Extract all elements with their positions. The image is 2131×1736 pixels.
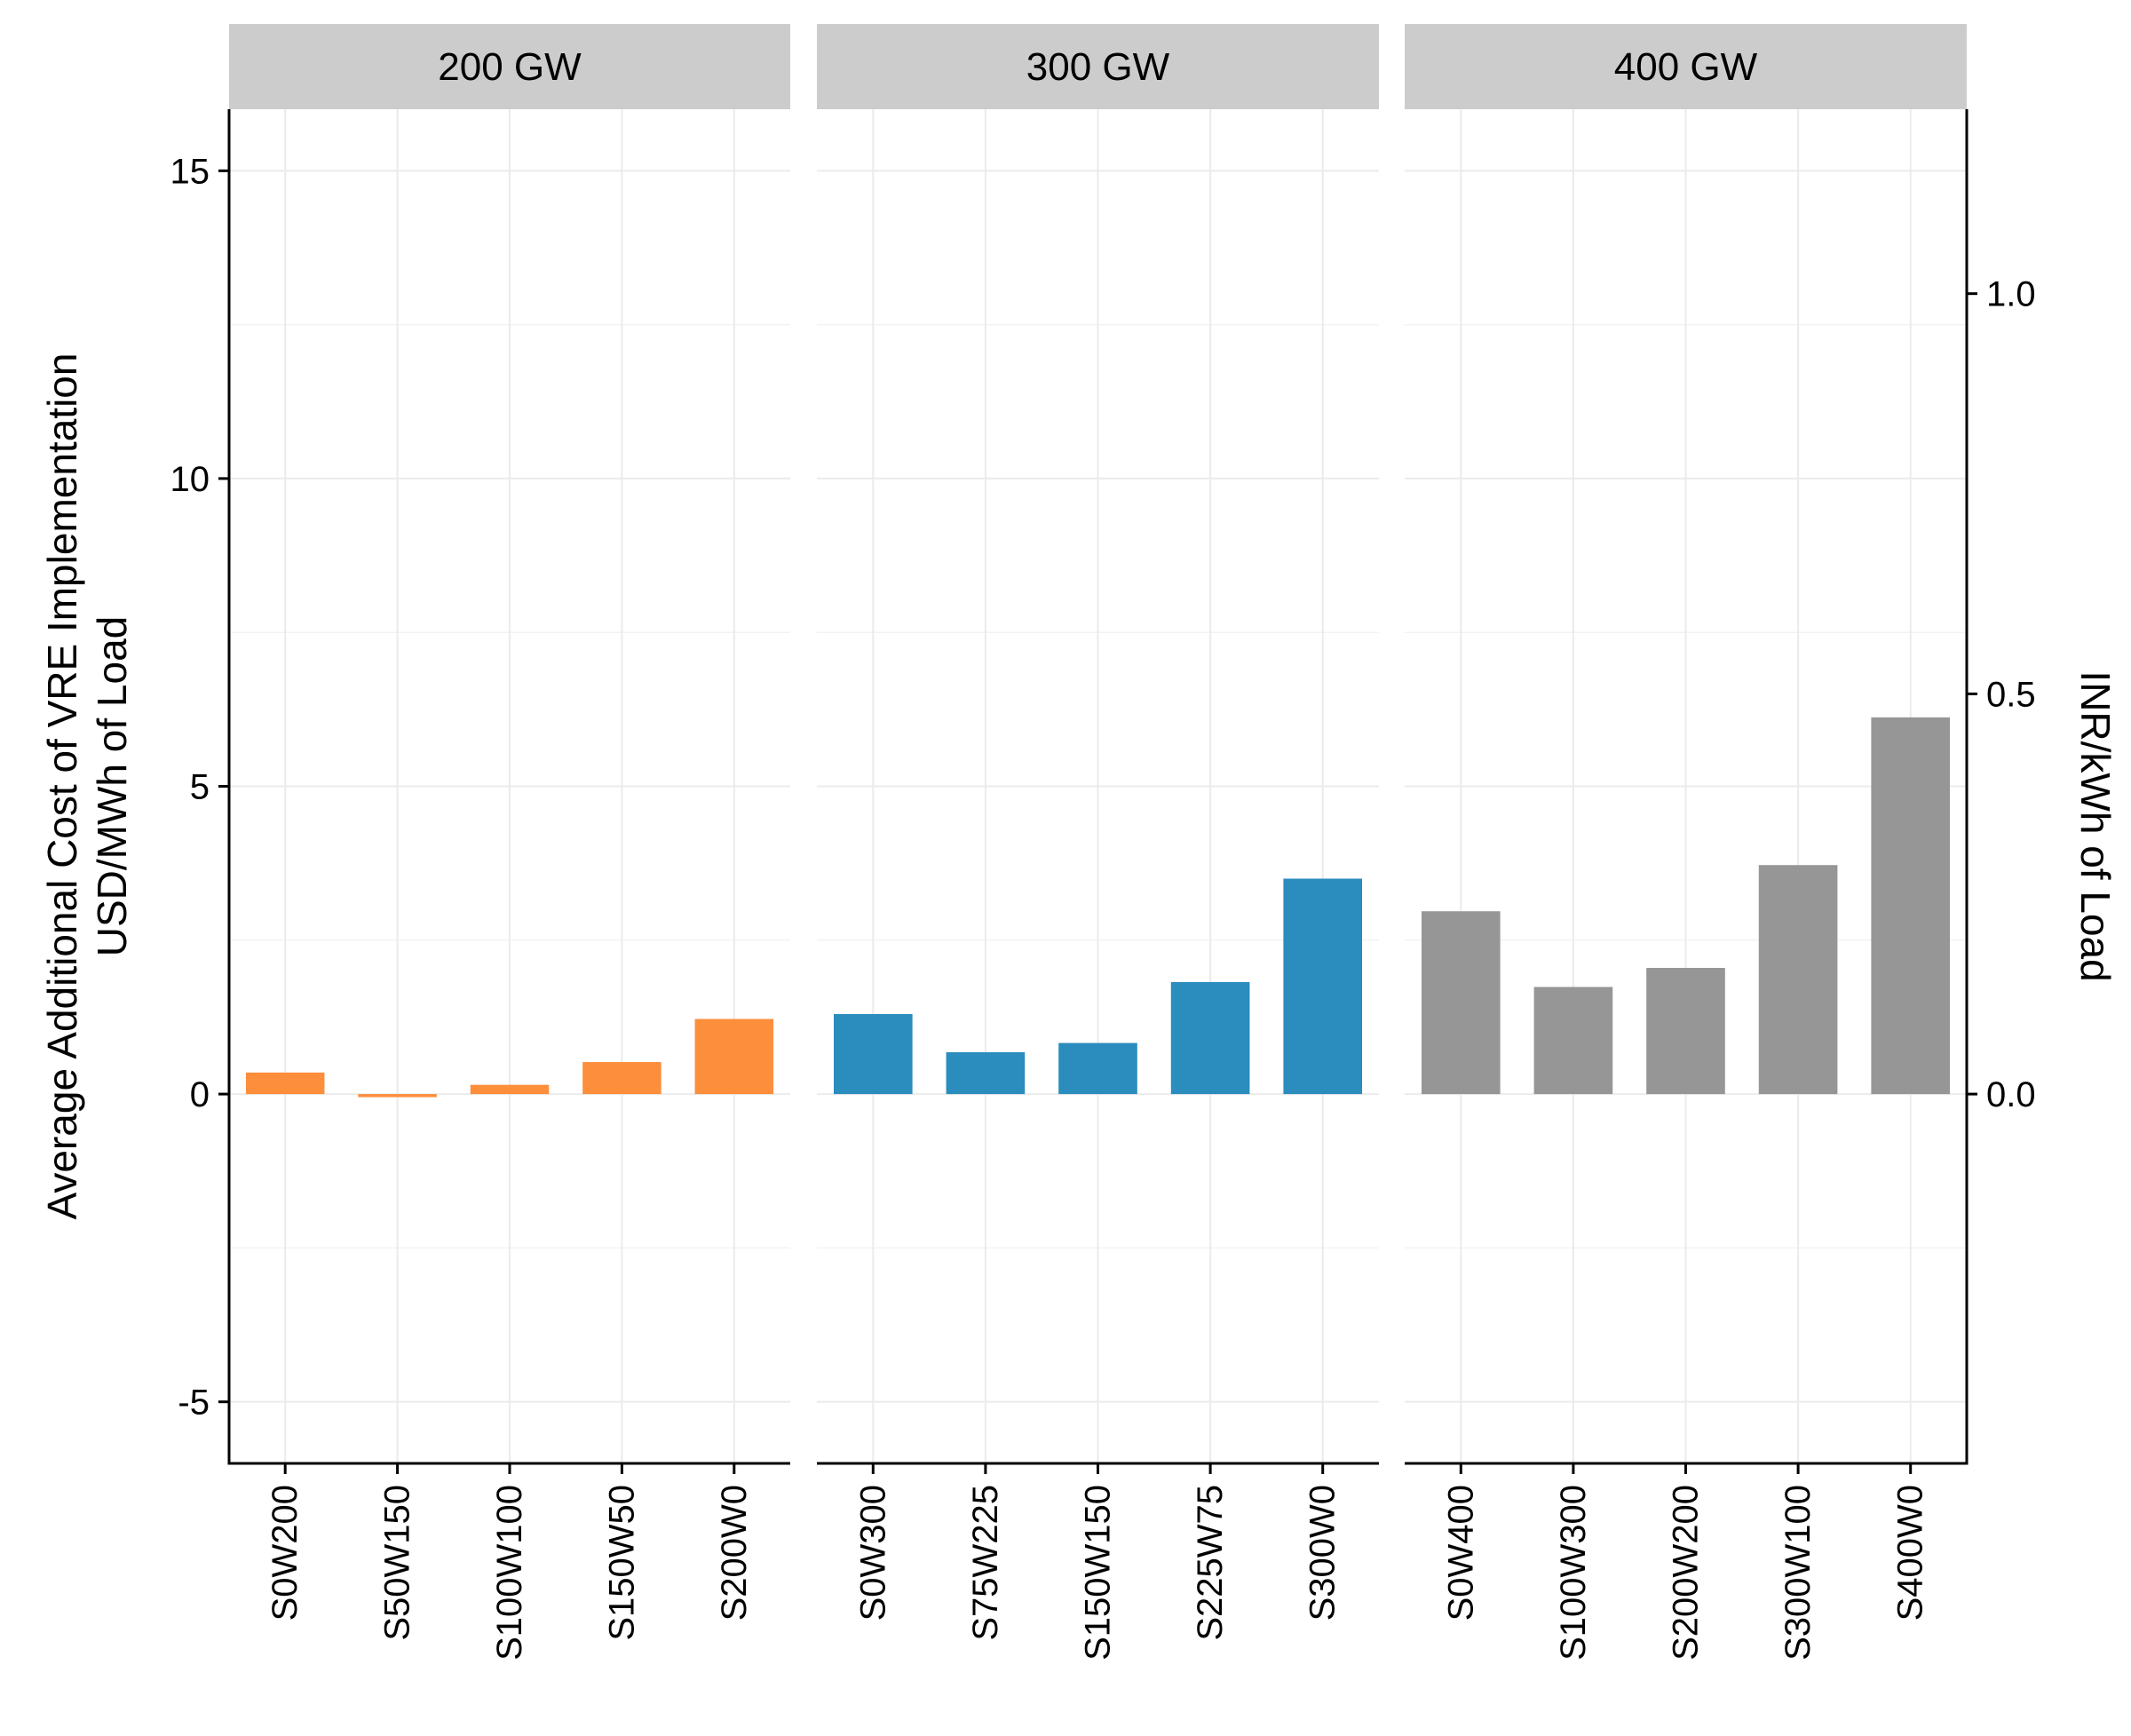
y-tick-label: 10: [170, 460, 210, 499]
facet-strip: [1405, 24, 1967, 109]
axes: [218, 109, 1977, 1474]
bar: [946, 1051, 1026, 1095]
facet-strips: 200 GW 300 GW 400 GW: [229, 24, 1967, 109]
facet-strip-label: 200 GW: [438, 45, 582, 89]
y-tick-label: 0: [190, 1075, 210, 1114]
bar: [358, 1094, 437, 1098]
x-tick-label: S400W0: [1891, 1485, 1930, 1621]
y-axis-title-line: Average Additional Cost of VRE Implement…: [39, 353, 85, 1220]
bar: [245, 1072, 325, 1095]
bar: [1533, 987, 1613, 1095]
x-tick-label: S75W225: [966, 1485, 1005, 1641]
x-tick-label: S225W75: [1191, 1485, 1230, 1641]
x-tick-label: S150W50: [602, 1485, 641, 1641]
y-tick-label: 15: [170, 152, 210, 191]
x-tick-label: S200W0: [715, 1485, 754, 1621]
bar: [1283, 878, 1363, 1095]
x-tick-label: S0W400: [1441, 1485, 1480, 1621]
y-axis-title: Average Additional Cost of VRE Implement…: [39, 353, 135, 1220]
x-tick-label: S150W150: [1079, 1485, 1118, 1661]
bar: [833, 1013, 913, 1095]
x-tick-label: S300W100: [1778, 1485, 1818, 1661]
x-tick-label: S300W0: [1303, 1485, 1343, 1621]
y-tick-label: 5: [190, 768, 210, 807]
facet-strip: [229, 24, 790, 109]
bar: [1758, 865, 1838, 1095]
bar: [1058, 1042, 1137, 1095]
labels: S0W200 S50W150 S100W100 S150W50 S200W0 S0W300…: [39, 152, 2119, 1661]
y-axis-title-line: USD/MWh of Load: [89, 616, 135, 956]
bar: [470, 1084, 550, 1095]
x-tick-label: S100W300: [1554, 1485, 1593, 1661]
y2-axis-title: INR/kWh of Load: [2072, 670, 2119, 981]
x-tick-label: S0W200: [265, 1485, 305, 1621]
gridlines: [229, 109, 1967, 1463]
y-tick-label: -5: [178, 1383, 210, 1423]
facet-strip: [817, 24, 1379, 109]
bar: [1170, 981, 1250, 1095]
facet-strip-label: 400 GW: [1614, 45, 1758, 89]
y2-tick-label: 1.0: [1986, 275, 2036, 314]
y2-tick-label: 0.5: [1986, 675, 2036, 714]
x-tick-label: S100W100: [490, 1485, 529, 1661]
bar: [1421, 911, 1501, 1095]
bar: [1871, 717, 1951, 1095]
y2-tick-label: 0.0: [1986, 1075, 2036, 1114]
bar: [1646, 967, 1725, 1095]
bars: [245, 717, 1951, 1098]
facet-strip-label: 300 GW: [1026, 45, 1170, 89]
x-tick-label: S50W150: [378, 1485, 417, 1641]
bar: [582, 1062, 661, 1095]
x-tick-label: S0W300: [853, 1485, 892, 1621]
bar: [694, 1019, 774, 1095]
x-tick-label: S200W200: [1667, 1485, 1706, 1661]
